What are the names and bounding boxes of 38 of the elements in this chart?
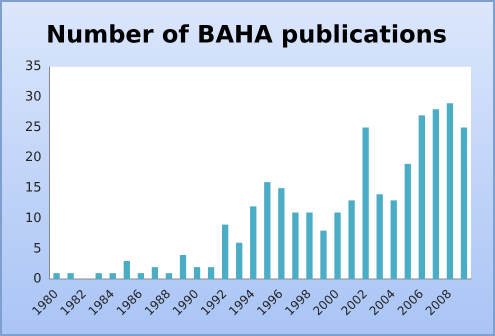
- bar: [124, 261, 130, 280]
- bar: [222, 224, 228, 280]
- y-tick-label: 25: [24, 120, 42, 135]
- bar: [278, 188, 285, 280]
- bar: [390, 200, 397, 280]
- bar: [67, 273, 74, 280]
- y-tick-label: 15: [24, 180, 42, 196]
- bar: [306, 212, 313, 280]
- y-tick-label: 0: [33, 272, 42, 287]
- bar: [320, 230, 327, 280]
- bar: [152, 267, 158, 280]
- bar: [166, 273, 172, 280]
- bar: [53, 273, 60, 280]
- bar: [404, 164, 411, 280]
- bar: [264, 182, 270, 280]
- y-tick-label: 30: [24, 90, 42, 105]
- y-tick-label: 5: [33, 241, 42, 256]
- bar: [110, 273, 116, 280]
- bar: [138, 273, 144, 280]
- bar: [208, 267, 214, 280]
- bar: [446, 103, 454, 280]
- bar: [194, 267, 200, 280]
- bar: [432, 109, 440, 280]
- bar: [96, 273, 102, 280]
- chart-title: Number of BAHA publications: [46, 20, 447, 49]
- bar: [376, 194, 383, 280]
- y-tick-label: 35: [24, 59, 42, 74]
- bar: [334, 212, 341, 280]
- bar: [250, 206, 256, 280]
- bar: [362, 127, 369, 280]
- y-tick-label: 20: [24, 150, 42, 166]
- bar: [418, 115, 425, 280]
- y-tick-label: 10: [24, 210, 42, 226]
- bar: [460, 127, 468, 280]
- bar: [180, 254, 186, 280]
- bar: [292, 212, 299, 280]
- bar: [348, 200, 355, 280]
- bar: [236, 242, 242, 280]
